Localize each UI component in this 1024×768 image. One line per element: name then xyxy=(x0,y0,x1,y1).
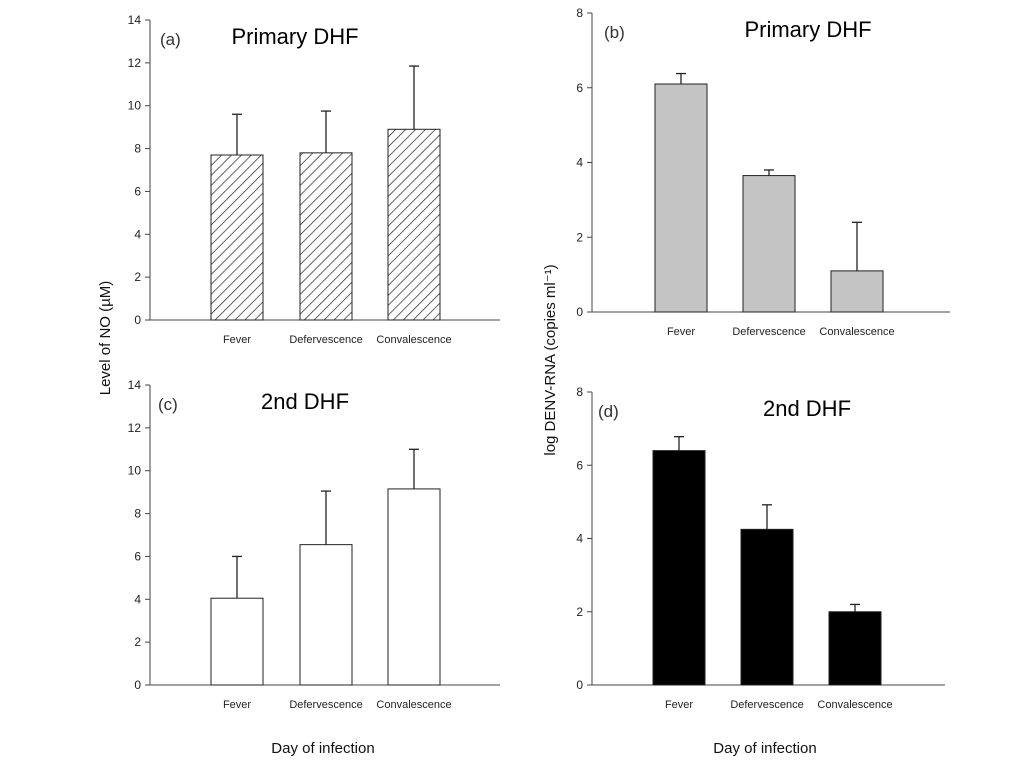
category-label: Convalescence xyxy=(376,334,451,346)
category-label: Fever xyxy=(667,326,695,338)
y-axis-title-denv: log DENV-RNA (copies ml⁻¹) xyxy=(542,264,559,455)
y-tick-label: 14 xyxy=(128,378,142,392)
bar-convalescence xyxy=(828,611,882,686)
y-tick-label: 4 xyxy=(134,227,141,241)
y-tick-label: 12 xyxy=(128,56,142,70)
bar-defervescence xyxy=(740,528,794,686)
y-tick-label: 8 xyxy=(576,6,583,20)
category-label: Fever xyxy=(223,699,251,711)
y-axis-title-no: Level of NO (µM) xyxy=(97,281,114,396)
panel-label: (a) xyxy=(160,30,181,49)
y-tick-label: 10 xyxy=(128,99,142,113)
category-label: Convalescence xyxy=(817,699,892,711)
y-tick-label: 8 xyxy=(134,507,141,521)
panel-title: 2nd DHF xyxy=(261,389,349,414)
category-label: Fever xyxy=(223,334,251,346)
panel-label: (c) xyxy=(158,395,178,414)
category-label: Convalescence xyxy=(376,699,451,711)
y-tick-label: 0 xyxy=(134,313,141,327)
y-tick-label: 4 xyxy=(576,532,583,546)
panel-b: 0 2 4 6 8 Fever Defervescence Convalescence (b) P… xyxy=(576,6,950,338)
panel-title: 2nd DHF xyxy=(763,396,851,421)
y-tick-label: 2 xyxy=(576,230,583,244)
bar-convalescence xyxy=(830,270,884,313)
y-tick-label: 2 xyxy=(134,270,141,284)
y-tick-label: 2 xyxy=(134,635,141,649)
category-label: Convalescence xyxy=(819,326,894,338)
x-axis-title-left: Day of infection xyxy=(271,740,374,757)
bar-fever xyxy=(210,597,264,686)
y-tick-label: 12 xyxy=(128,421,142,435)
y-tick-label: 8 xyxy=(134,142,141,156)
y-tick-label: 6 xyxy=(134,184,141,198)
y-tick-label: 8 xyxy=(576,385,583,399)
y-tick-label: 10 xyxy=(128,464,142,478)
category-label: Defervescence xyxy=(289,334,362,346)
bar-defervescence xyxy=(742,175,796,313)
panel-d: 0 2 4 6 8 Fever Defervescence Convalescence (d) 2… xyxy=(576,385,945,711)
panel-title: Primary DHF xyxy=(231,24,358,49)
panel-label: (b) xyxy=(604,23,625,42)
bar-fever xyxy=(654,83,708,313)
bar-defervescence xyxy=(299,544,353,686)
bar-convalescence xyxy=(387,488,441,686)
bar-convalescence xyxy=(387,128,441,321)
y-tick-label: 4 xyxy=(134,592,141,606)
y-tick-label: 4 xyxy=(576,156,583,170)
panel-c: 0 2 4 6 8 10 12 14 Fever Defervescence Convalescen… xyxy=(128,378,500,711)
y-tick-label: 14 xyxy=(128,13,142,27)
bar-defervescence xyxy=(299,152,353,321)
category-label: Defervescence xyxy=(730,699,803,711)
panel-title: Primary DHF xyxy=(744,17,871,42)
category-label: Defervescence xyxy=(289,699,362,711)
bar-fever xyxy=(210,154,264,321)
y-tick-label: 2 xyxy=(576,605,583,619)
y-tick-label: 0 xyxy=(134,678,141,692)
category-label: Defervescence xyxy=(732,326,805,338)
panel-a: 0 2 4 6 8 10 12 14 Fever Defervescence Convalescen… xyxy=(128,13,500,346)
panels-group: 0 2 4 6 8 10 12 14 Fever Defervescence Convalescen… xyxy=(128,6,950,711)
y-tick-label: 6 xyxy=(576,458,583,472)
category-label: Fever xyxy=(665,699,693,711)
y-tick-label: 6 xyxy=(134,549,141,563)
x-axis-title-right: Day of infection xyxy=(713,740,816,757)
panel-label: (d) xyxy=(598,402,619,421)
y-tick-label: 0 xyxy=(576,678,583,692)
y-tick-label: 0 xyxy=(576,305,583,319)
y-tick-label: 6 xyxy=(576,81,583,95)
bar-fever xyxy=(652,450,706,686)
